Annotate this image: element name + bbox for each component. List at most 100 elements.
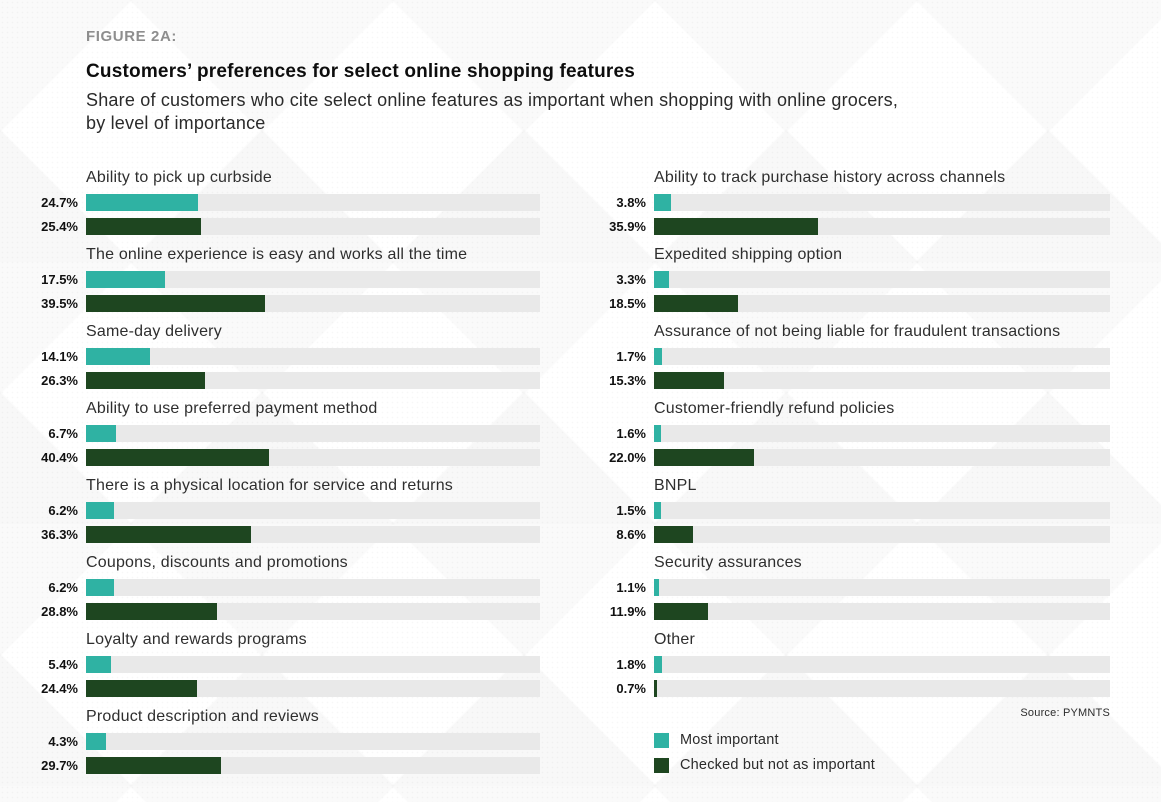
bar-row-checked-not-important: 24.4%: [24, 680, 540, 697]
bar-fill-most-important: [654, 194, 672, 211]
bar-group: There is a physical location for service…: [24, 476, 540, 543]
chart-column-right: Ability to track purchase history across…: [592, 168, 1110, 784]
bar-group: Other 1.8% 0.7%: [592, 630, 1110, 697]
bar-value-label: 26.3%: [41, 373, 78, 388]
bar-value-label: 25.4%: [41, 219, 78, 234]
legend-item-most-important: Most important: [654, 732, 1110, 748]
bar-value-label: 24.7%: [41, 195, 78, 210]
bar-value-label: 15.3%: [609, 373, 646, 388]
legend-item-checked-not-important: Checked but not as important: [654, 757, 1110, 773]
bar-track: [654, 502, 1110, 519]
figure-header: FIGURE 2A: Customers’ preferences for se…: [0, 0, 1161, 135]
legend-swatch-checked-not-important-icon: [654, 757, 669, 773]
chart-column-left: Ability to pick up curbside 24.7% 25.4% The…: [24, 168, 540, 784]
bar-value-label: 4.3%: [48, 734, 78, 749]
bar-track: [86, 295, 540, 312]
bar-track: [654, 372, 1110, 389]
bar-track: [654, 449, 1110, 466]
category-label: Product description and reviews: [86, 708, 319, 725]
bar-row-most-important: 1.6%: [592, 425, 1110, 442]
bar-value-label: 35.9%: [609, 219, 646, 234]
source-credit: Source: PYMNTS: [1020, 707, 1110, 719]
bar-row-checked-not-important: 39.5%: [24, 295, 540, 312]
bar-fill-most-important: [86, 656, 111, 673]
bar-track: [654, 680, 1110, 697]
bar-track: [654, 656, 1110, 673]
legend: Most important Checked but not as import…: [654, 732, 1110, 773]
bar-group: Expedited shipping option 3.3% 18.5%: [592, 245, 1110, 312]
bar-row-checked-not-important: 35.9%: [592, 218, 1110, 235]
bar-track: [86, 733, 540, 750]
bar-row-checked-not-important: 29.7%: [24, 757, 540, 774]
bar-track: [86, 271, 540, 288]
figure-title: Customers’ preferences for select online…: [86, 61, 636, 82]
bar-group: Assurance of not being liable for fraudu…: [592, 322, 1110, 389]
bar-row-most-important: 3.8%: [592, 194, 1110, 211]
bar-row-most-important: 4.3%: [24, 733, 540, 750]
bar-fill-checked-not-important: [86, 757, 221, 774]
bar-row-most-important: 6.2%: [24, 502, 540, 519]
chart-column-right-groups: Ability to track purchase history across…: [592, 168, 1110, 697]
category-label: BNPL: [654, 477, 697, 494]
bar-value-label: 6.2%: [48, 503, 78, 518]
bar-row-most-important: 5.4%: [24, 656, 540, 673]
bar-track: [86, 526, 540, 543]
bar-fill-checked-not-important: [86, 295, 266, 312]
bar-fill-checked-not-important: [86, 372, 206, 389]
bar-row-checked-not-important: 26.3%: [24, 372, 540, 389]
bar-row-most-important: 6.7%: [24, 425, 540, 442]
bar-track: [654, 194, 1110, 211]
bar-track: [654, 526, 1110, 543]
bar-value-label: 0.7%: [616, 681, 646, 696]
bar-fill-checked-not-important: [654, 680, 658, 697]
bar-fill-checked-not-important: [654, 218, 818, 235]
bar-track: [86, 194, 540, 211]
bar-value-label: 5.4%: [48, 657, 78, 672]
bar-value-label: 1.5%: [616, 503, 646, 518]
bar-track: [86, 579, 540, 596]
bar-fill-most-important: [654, 502, 661, 519]
figure-label: FIGURE 2A:: [86, 28, 178, 45]
bar-row-most-important: 14.1%: [24, 348, 540, 365]
bar-fill-most-important: [654, 348, 662, 365]
category-label: Loyalty and rewards programs: [86, 631, 307, 648]
category-label: Security assurances: [654, 554, 802, 571]
bar-row-most-important: 6.2%: [24, 579, 540, 596]
bar-row-checked-not-important: 18.5%: [592, 295, 1110, 312]
bar-group: Ability to pick up curbside 24.7% 25.4%: [24, 168, 540, 235]
bar-value-label: 1.7%: [616, 349, 646, 364]
category-label: Ability to use preferred payment method: [86, 400, 378, 417]
category-label: Same-day delivery: [86, 323, 222, 340]
bar-row-checked-not-important: 15.3%: [592, 372, 1110, 389]
bar-track: [86, 372, 540, 389]
category-label: Assurance of not being liable for fraudu…: [654, 323, 1061, 340]
category-label: Expedited shipping option: [654, 246, 843, 263]
bar-group: Same-day delivery 14.1% 26.3%: [24, 322, 540, 389]
bar-fill-checked-not-important: [86, 218, 202, 235]
bar-value-label: 1.1%: [616, 580, 646, 595]
bar-group: Ability to use preferred payment method 6…: [24, 399, 540, 466]
category-label: Other: [654, 631, 696, 648]
bar-row-checked-not-important: 36.3%: [24, 526, 540, 543]
bar-row-checked-not-important: 28.8%: [24, 603, 540, 620]
category-label: Customer-friendly refund policies: [654, 400, 895, 417]
bar-fill-checked-not-important: [86, 449, 270, 466]
bar-track: [654, 348, 1110, 365]
bar-row-checked-not-important: 25.4%: [24, 218, 540, 235]
bar-fill-checked-not-important: [86, 603, 217, 620]
bar-value-label: 24.4%: [41, 681, 78, 696]
bar-row-checked-not-important: 40.4%: [24, 449, 540, 466]
bar-value-label: 6.7%: [48, 426, 78, 441]
bar-value-label: 28.8%: [41, 604, 78, 619]
bar-track: [86, 502, 540, 519]
bar-row-most-important: 1.1%: [592, 579, 1110, 596]
bar-value-label: 17.5%: [41, 272, 78, 287]
bar-fill-most-important: [86, 425, 117, 442]
bar-fill-most-important: [654, 271, 670, 288]
bar-fill-most-important: [86, 579, 115, 596]
category-label: There is a physical location for service…: [86, 477, 454, 494]
bar-track: [654, 271, 1110, 288]
bar-track: [86, 603, 540, 620]
bar-track: [86, 449, 540, 466]
bar-fill-checked-not-important: [654, 526, 694, 543]
